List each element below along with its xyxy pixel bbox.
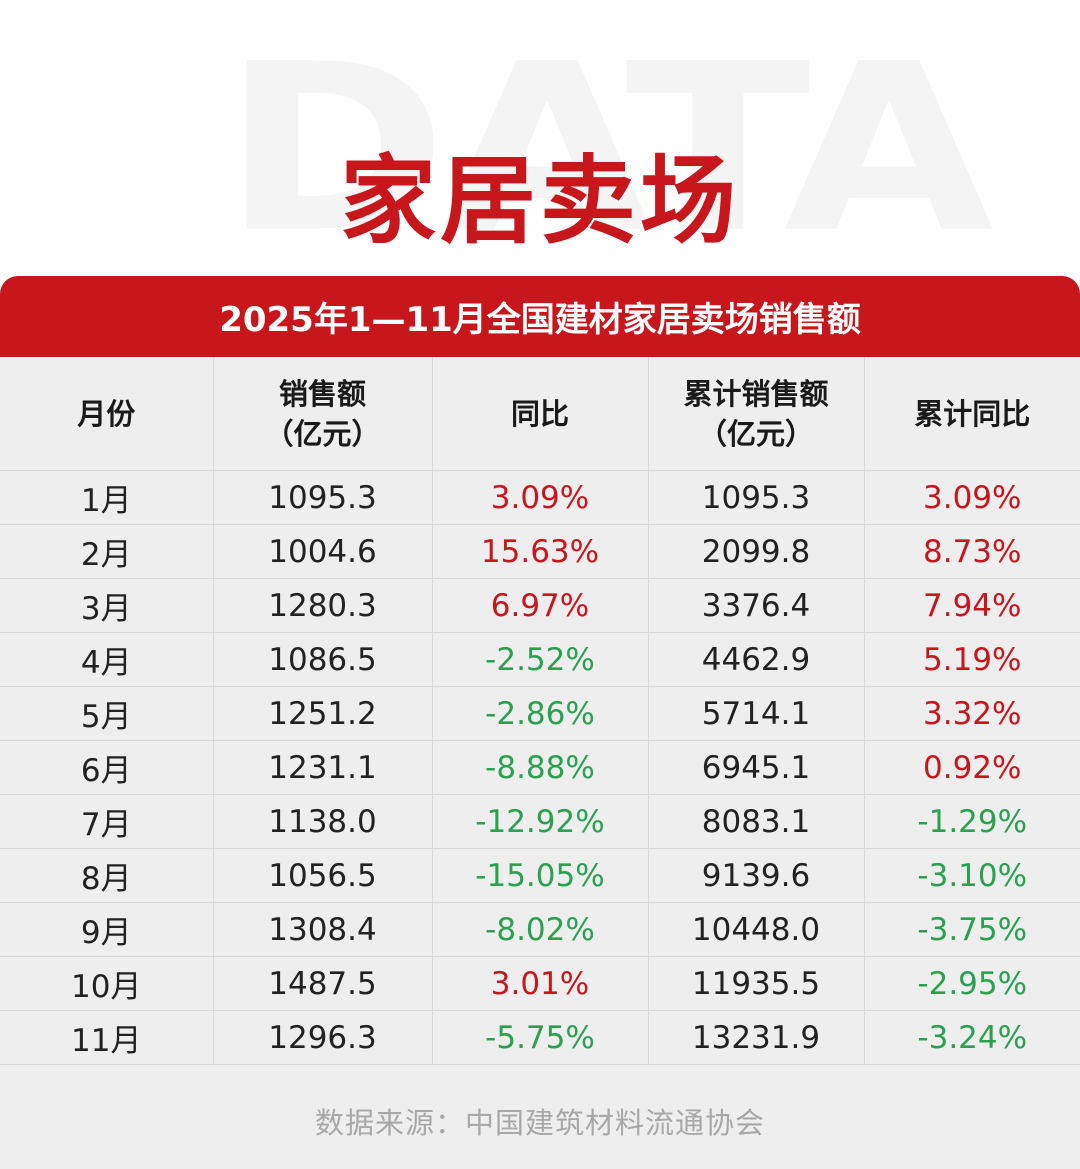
cell-month: 5月 [0,686,214,741]
header-cum-sales-line1: 累计销售额 [683,376,829,411]
data-source-note: 数据来源：中国建筑材料流通协会 [314,1106,765,1140]
cell-cum-yoy: -1.29% [864,794,1080,849]
table-row: 8月 1056.5 -15.05% 9139.6 -3.10% [0,848,1080,903]
header-sales: 销售额 （亿元） [213,357,433,471]
cell-cum-yoy: 3.32% [864,686,1080,741]
header-yoy: 同比 [432,357,649,471]
cell-cum-sales: 3376.4 [648,578,865,633]
table-row: 7月 1138.0 -12.92% 8083.1 -1.29% [0,794,1080,849]
cell-month: 1月 [0,470,214,525]
cell-yoy: -8.02% [432,902,649,957]
cell-month: 6月 [0,740,214,795]
cell-cum-sales: 10448.0 [648,902,865,957]
header-month: 月份 [0,357,214,471]
cell-month: 4月 [0,632,214,687]
cell-cum-sales: 11935.5 [648,956,865,1011]
cell-sales: 1231.1 [213,740,433,795]
cell-yoy: -12.92% [432,794,649,849]
cell-sales: 1308.4 [213,902,433,957]
cell-sales: 1296.3 [213,1010,433,1065]
table-title-banner: 2025年1—11月全国建材家居卖场销售额 [0,276,1080,357]
table-header-row: 月份 销售额 （亿元） 同比 累计销售额 （亿元） 累计同比 [0,357,1080,471]
cell-cum-yoy: 0.92% [864,740,1080,795]
cell-cum-sales: 8083.1 [648,794,865,849]
table-row: 6月 1231.1 -8.88% 6945.1 0.92% [0,740,1080,795]
table-row: 2月 1004.6 15.63% 2099.8 8.73% [0,524,1080,579]
header-cum-sales: 累计销售额 （亿元） [648,357,865,471]
table-row: 1月 1095.3 3.09% 1095.3 3.09% [0,470,1080,525]
cell-yoy: -5.75% [432,1010,649,1065]
cell-yoy: -8.88% [432,740,649,795]
cell-sales: 1251.2 [213,686,433,741]
cell-sales: 1086.5 [213,632,433,687]
cell-sales: 1138.0 [213,794,433,849]
cell-sales: 1056.5 [213,848,433,903]
cell-cum-yoy: 7.94% [864,578,1080,633]
cell-cum-sales: 13231.9 [648,1010,865,1065]
table-row: 5月 1251.2 -2.86% 5714.1 3.32% [0,686,1080,741]
cell-cum-yoy: -3.75% [864,902,1080,957]
cell-month: 2月 [0,524,214,579]
table-row: 4月 1086.5 -2.52% 4462.9 5.19% [0,632,1080,687]
data-card: 2025年1—11月全国建材家居卖场销售额 月份 销售额 （亿元） 同比 累计销… [0,276,1080,1169]
cell-cum-yoy: -2.95% [864,956,1080,1011]
cell-month: 7月 [0,794,214,849]
cell-cum-sales: 4462.9 [648,632,865,687]
table-row: 9月 1308.4 -8.02% 10448.0 -3.75% [0,902,1080,957]
table-row: 3月 1280.3 6.97% 3376.4 7.94% [0,578,1080,633]
cell-yoy: -15.05% [432,848,649,903]
table-body: 1月 1095.3 3.09% 1095.3 3.09% 2月 1004.6 15.63% 20… [0,470,1080,1065]
cell-yoy: 3.01% [432,956,649,1011]
cell-yoy: 6.97% [432,578,649,633]
cell-cum-sales: 1095.3 [648,470,865,525]
sales-table-wrapper: 月份 销售额 （亿元） 同比 累计销售额 （亿元） 累计同比 1月 1095.3 3… [0,357,1080,1065]
header-sales-line2: （亿元） [264,416,381,451]
cell-cum-yoy: 3.09% [864,470,1080,525]
header-cum-yoy: 累计同比 [864,357,1080,471]
cell-cum-sales: 9139.6 [648,848,865,903]
cell-cum-sales: 6945.1 [648,740,865,795]
header-cum-sales-line2: （亿元） [697,416,814,451]
cell-cum-yoy: 5.19% [864,632,1080,687]
cell-month: 11月 [0,1010,214,1065]
cell-month: 9月 [0,902,214,957]
cell-month: 10月 [0,956,214,1011]
cell-sales: 1095.3 [213,470,433,525]
cell-sales: 1004.6 [213,524,433,579]
cell-yoy: 15.63% [432,524,649,579]
header-sales-line1: 销售额 [278,376,366,411]
cell-sales: 1487.5 [213,956,433,1011]
cell-cum-yoy: -3.10% [864,848,1080,903]
table-row: 11月 1296.3 -5.75% 13231.9 -3.24% [0,1010,1080,1065]
cell-month: 3月 [0,578,214,633]
sales-table: 月份 销售额 （亿元） 同比 累计销售额 （亿元） 累计同比 1月 1095.3 3… [0,357,1080,1065]
cell-cum-yoy: -3.24% [864,1010,1080,1065]
table-row: 10月 1487.5 3.01% 11935.5 -2.95% [0,956,1080,1011]
page-title: 家居卖场 [340,145,740,257]
cell-cum-sales: 2099.8 [648,524,865,579]
cell-yoy: -2.52% [432,632,649,687]
cell-month: 8月 [0,848,214,903]
cell-yoy: 3.09% [432,470,649,525]
cell-cum-sales: 5714.1 [648,686,865,741]
cell-sales: 1280.3 [213,578,433,633]
cell-cum-yoy: 8.73% [864,524,1080,579]
cell-yoy: -2.86% [432,686,649,741]
